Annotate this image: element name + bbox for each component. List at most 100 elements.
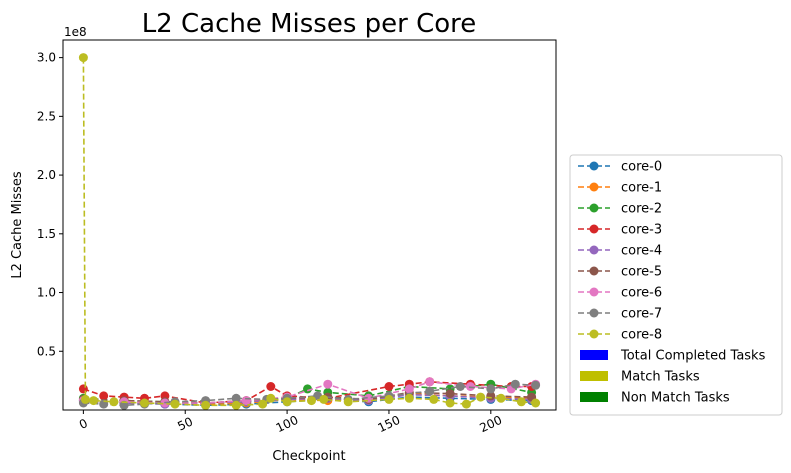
x-tick-label: 0	[77, 416, 90, 432]
legend-label: core-4	[621, 244, 662, 259]
legend-entry: Total Completed Tasks	[580, 349, 766, 364]
series-line-core-3	[83, 380, 532, 404]
y-tick-label: 3.0	[37, 51, 56, 65]
data-point-core-8	[89, 396, 99, 406]
data-point-core-8	[80, 394, 90, 404]
legend-marker	[589, 182, 599, 192]
legend-label: core-0	[621, 160, 662, 175]
data-point-core-3	[78, 384, 88, 394]
legend-marker	[589, 245, 599, 255]
data-point-core-8	[319, 394, 329, 404]
legend-patch-swatch	[580, 371, 608, 381]
series-line-core-5	[83, 391, 532, 404]
data-point-core-8	[201, 400, 211, 410]
legend-patch-swatch	[580, 392, 608, 402]
data-point-core-8	[496, 393, 506, 403]
y-tick-label: 2.5	[37, 109, 56, 123]
data-point-core-7	[425, 386, 435, 396]
data-point-core-8	[109, 397, 119, 407]
legend-entry: Non Match Tasks	[580, 391, 730, 406]
legend-box	[569, 154, 783, 416]
legend-label: Total Completed Tasks	[620, 349, 766, 364]
legend-entry: core-0	[578, 160, 662, 175]
y-tick-label: 1.0	[37, 286, 56, 300]
chart-title: L2 Cache Misses per Core	[142, 9, 477, 39]
data-point-core-8	[78, 53, 88, 63]
data-point-core-8	[461, 399, 471, 409]
series-line-core-7	[83, 383, 536, 407]
legend-entry: core-3	[578, 223, 662, 238]
data-point-core-8	[404, 393, 414, 403]
legend-label: core-1	[621, 181, 662, 196]
legend-entry: core-4	[578, 244, 662, 259]
data-point-core-7	[531, 380, 541, 390]
x-axis-label: Checkpoint	[272, 449, 345, 464]
data-point-core-8	[282, 397, 292, 407]
series-core-8	[78, 53, 541, 410]
legend-label: core-7	[621, 307, 662, 322]
data-point-core-8	[170, 399, 180, 409]
x-tick-label: 200	[477, 413, 504, 435]
y-tick-label: 2.0	[37, 168, 56, 182]
legend-marker	[589, 203, 599, 213]
data-point-core-8	[476, 392, 486, 402]
axes-frame	[62, 39, 557, 411]
legend-label: core-8	[621, 328, 662, 343]
legend-entry: Match Tasks	[580, 370, 700, 385]
series-line-core-8	[82, 57, 536, 407]
x-tick-label: 150	[376, 413, 403, 435]
data-point-core-8	[231, 400, 241, 410]
legend-marker	[589, 329, 599, 339]
data-point-core-6	[323, 379, 333, 389]
data-point-core-8	[516, 397, 526, 407]
data-point-core-7	[231, 393, 241, 403]
legend-marker	[589, 224, 599, 234]
data-point-core-7	[486, 384, 496, 394]
data-point-core-8	[531, 398, 541, 408]
data-point-core-8	[258, 399, 268, 409]
data-point-core-8	[343, 397, 353, 407]
legend-label: core-2	[621, 202, 662, 217]
legend-marker	[589, 308, 599, 318]
legend-entry: core-6	[578, 286, 662, 301]
legend-marker	[589, 287, 599, 297]
y-axis-label: L2 Cache Misses	[10, 171, 25, 279]
legend-entry: core-5	[578, 265, 662, 280]
data-point-core-8	[384, 394, 394, 404]
data-point-core-7	[455, 382, 465, 391]
data-point-core-6	[404, 384, 414, 394]
legend-entry: core-1	[578, 181, 662, 196]
data-point-core-8	[266, 393, 276, 403]
y-tick-label: 1.5	[37, 227, 56, 241]
data-point-core-5	[445, 389, 455, 399]
legend-entry: core-8	[578, 328, 662, 343]
plot-area	[62, 39, 557, 411]
data-point-core-2	[303, 384, 312, 394]
data-point-core-8	[307, 396, 316, 406]
legend: core-0 core-1 core-2 core-3 core-4 core-5 core…	[569, 154, 783, 416]
legend-entry: core-7	[578, 307, 662, 322]
y-multiplier-label: 1e8	[64, 25, 87, 39]
data-point-core-7	[510, 379, 520, 389]
x-tick-label: 100	[274, 413, 301, 435]
legend-label: Match Tasks	[621, 370, 700, 385]
data-point-core-3	[266, 382, 276, 391]
data-point-core-6	[241, 396, 251, 406]
legend-label: Non Match Tasks	[621, 391, 730, 406]
x-tick-label: 50	[175, 414, 195, 433]
series-group	[78, 53, 541, 410]
legend-entry: core-2	[578, 202, 662, 217]
legend-marker	[589, 161, 599, 171]
axis-ticks: 0 50 100 150 200 0.5 1.0 1.5 2.0 2.5 3.0	[37, 51, 504, 436]
legend-marker	[589, 266, 599, 276]
data-point-core-8	[445, 398, 455, 408]
y-tick-label: 0.5	[37, 344, 56, 358]
legend-label: core-5	[621, 265, 662, 280]
data-point-core-6	[425, 377, 435, 387]
data-point-core-8	[429, 394, 439, 404]
legend-label: core-3	[621, 223, 662, 238]
data-point-core-3	[384, 382, 394, 391]
legend-label: core-6	[621, 286, 662, 301]
data-point-core-3	[99, 391, 109, 401]
